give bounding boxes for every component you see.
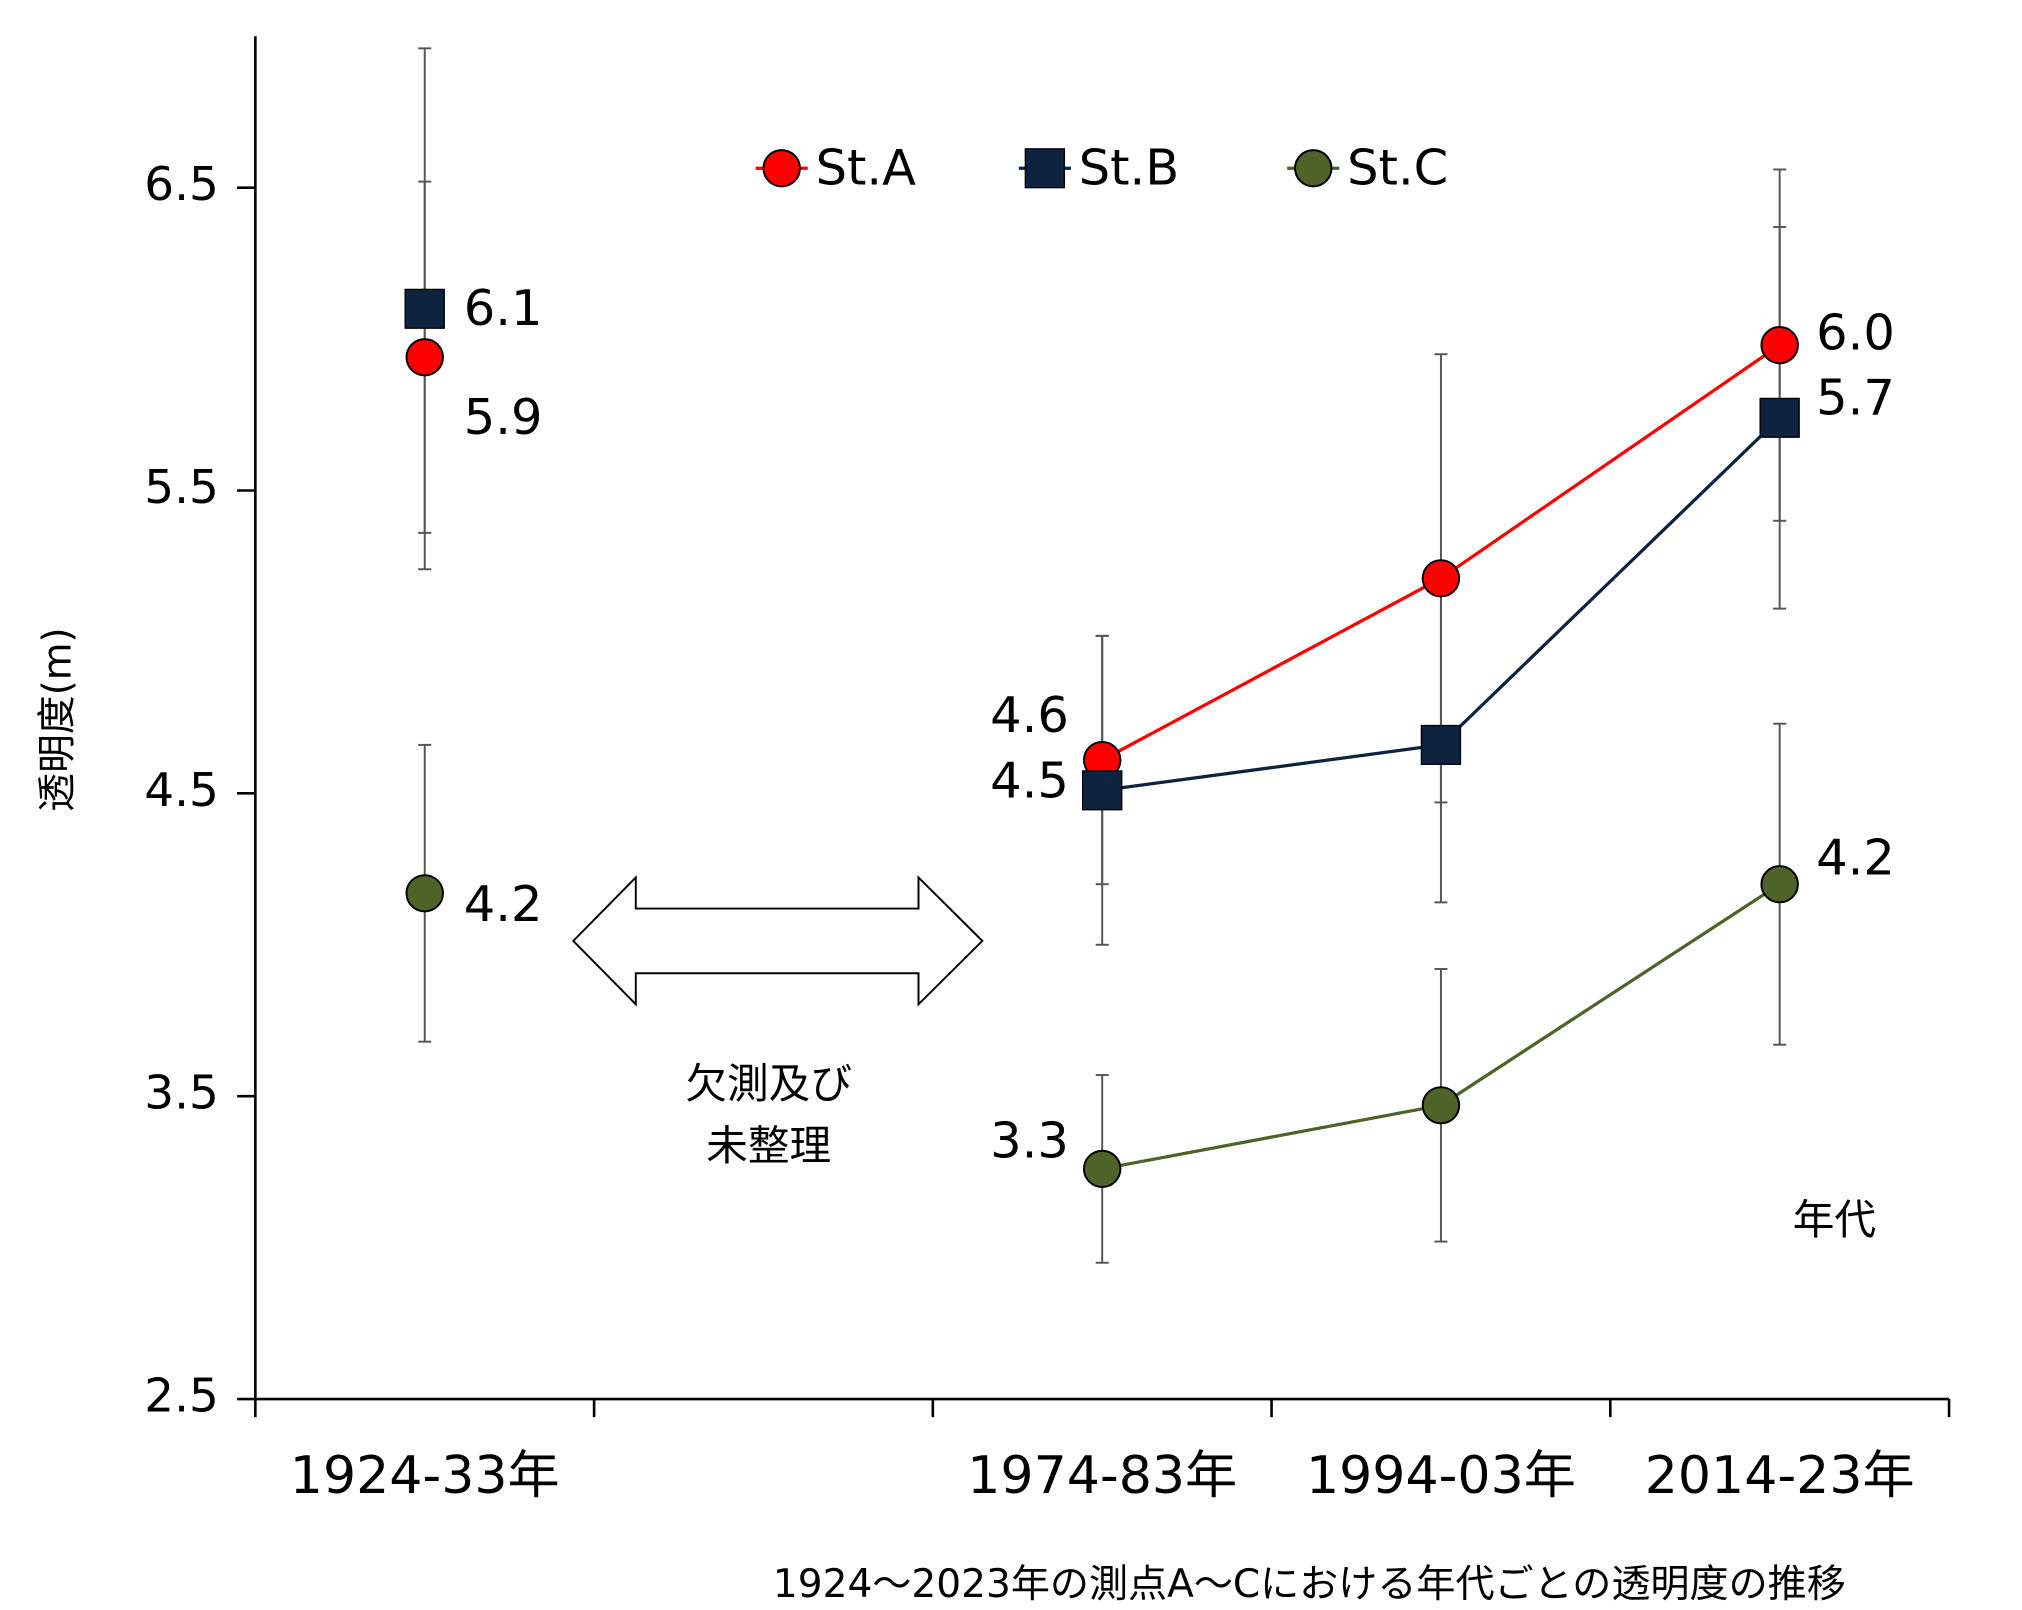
legend-marker: [1024, 148, 1066, 189]
legend-marker: [762, 149, 801, 188]
data-label: 6.1: [464, 279, 543, 337]
legend-label: St.C: [1347, 138, 1448, 196]
x-tick-label: 2014-23年: [1645, 1446, 1915, 1506]
gap-arrow: [571, 875, 984, 1007]
data-point: [1420, 724, 1462, 765]
y-tick-label: 5.5: [144, 461, 219, 515]
legend-marker: [1294, 149, 1333, 188]
data-label: 3.3: [990, 1112, 1069, 1170]
data-label: 6.0: [1816, 304, 1895, 362]
y-tick-label: 2.5: [144, 1370, 219, 1424]
data-point: [1082, 1149, 1122, 1188]
data-label: 4.2: [1816, 829, 1895, 887]
legend-label: St.A: [816, 138, 917, 196]
data-label: 5.9: [464, 388, 543, 446]
data-point: [405, 874, 444, 913]
annotation: 未整理: [706, 1121, 831, 1170]
legend-label: St.B: [1079, 138, 1180, 196]
x-tick-label: 1994-03年: [1306, 1446, 1576, 1506]
data-point: [1421, 1086, 1461, 1125]
data-label: 5.7: [1816, 369, 1895, 427]
y-tick-label: 3.5: [144, 1067, 219, 1121]
data-point: [1421, 559, 1461, 598]
x-tick-label: 1924-33年: [290, 1446, 560, 1506]
data-point: [405, 338, 444, 377]
data-label: 4.2: [464, 875, 543, 933]
data-point: [1082, 770, 1123, 811]
data-point: [1759, 397, 1800, 438]
data-point: [404, 288, 445, 329]
y-axis-label: 透明度(m): [35, 627, 80, 812]
data-label: 4.5: [990, 751, 1069, 809]
x-axis-label: 年代: [1793, 1195, 1876, 1244]
data-label: 4.6: [990, 686, 1069, 744]
caption: 1924～2023年の測点A～Cにおける年代ごとの透明度の推移: [773, 1562, 1846, 1607]
data-point: [1760, 865, 1799, 904]
annotation: 欠測及び: [685, 1059, 852, 1108]
y-tick-label: 4.5: [144, 764, 219, 818]
y-tick-label: 6.5: [144, 158, 219, 212]
x-tick-label: 1974-83年: [967, 1446, 1237, 1506]
data-point: [1760, 326, 1799, 365]
